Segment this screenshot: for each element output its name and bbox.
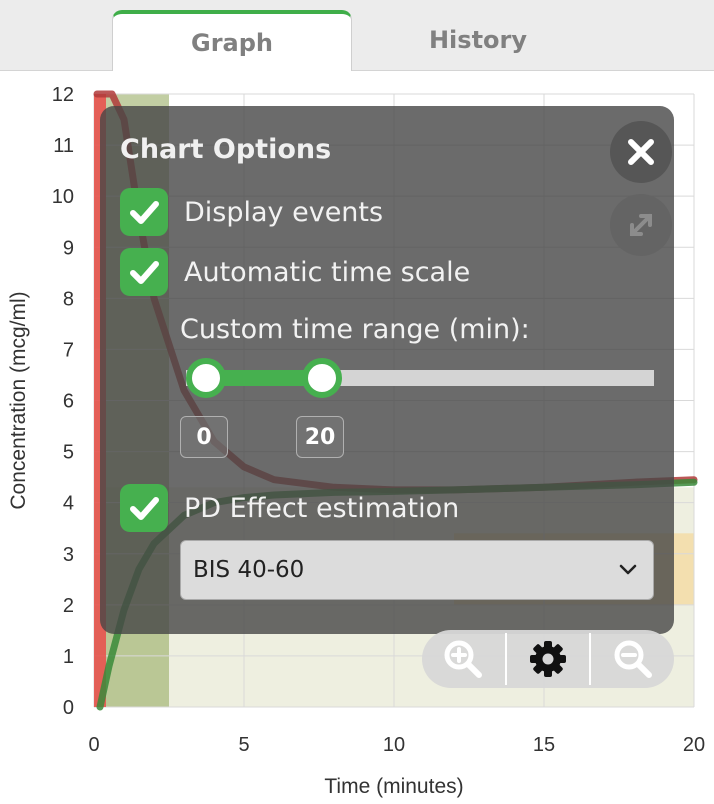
y-tick-label: 9: [63, 237, 74, 259]
y-tick-label: 2: [63, 595, 74, 617]
automatic-time-scale-label: Automatic time scale: [184, 256, 471, 288]
x-tick-label: 15: [533, 734, 555, 756]
checkmark-icon: [130, 261, 159, 284]
x-tick-label: 10: [383, 734, 405, 756]
time-range-min-handle[interactable]: [186, 358, 226, 398]
gear-icon: [530, 641, 566, 677]
chevron-down-icon: [619, 564, 637, 575]
pd-effect-select[interactable]: BIS 40-60: [180, 540, 654, 600]
close-button[interactable]: [610, 121, 672, 183]
zoom-out-button[interactable]: [591, 630, 674, 688]
tab-history[interactable]: History: [428, 26, 528, 54]
y-tick-label: 3: [63, 544, 74, 566]
close-icon: [628, 139, 654, 165]
toolbar-divider: [504, 633, 507, 685]
y-tick-label: 4: [63, 493, 74, 515]
x-axis-title: Time (minutes): [324, 775, 463, 798]
y-tick-label: 11: [53, 135, 74, 157]
y-tick-label: 10: [52, 186, 74, 208]
y-tick-label: 0: [63, 697, 74, 719]
y-axis-title: Concentration (mcg/ml): [7, 291, 30, 509]
expand-icon: [630, 214, 652, 236]
x-tick-label: 20: [683, 734, 705, 756]
y-tick-label: 5: [63, 442, 74, 464]
y-tick-label: 6: [63, 391, 74, 413]
display-events-option[interactable]: Display events: [120, 188, 383, 236]
tab-bar: Graph History: [0, 0, 714, 71]
y-tick-label: 12: [52, 84, 74, 106]
x-tick-label: 0: [88, 734, 99, 756]
zoom-in-icon: [444, 640, 483, 678]
y-tick-label: 8: [63, 288, 74, 310]
chart-options-title: Chart Options: [120, 134, 332, 165]
pd-effect-option[interactable]: PD Effect estimation: [120, 484, 459, 532]
zoom-out-icon: [614, 640, 652, 678]
x-tick-label: 5: [238, 734, 249, 756]
automatic-time-scale-checkbox[interactable]: [120, 248, 168, 296]
pd-effect-select-value: BIS 40-60: [193, 557, 305, 583]
display-events-checkbox[interactable]: [120, 188, 168, 236]
y-tick-label: 1: [63, 646, 74, 668]
chart-toolbar: [422, 630, 674, 688]
pd-effect-label: PD Effect estimation: [184, 492, 460, 524]
pd-effect-checkbox[interactable]: [120, 484, 168, 532]
expand-button[interactable]: [610, 194, 672, 256]
time-range-max-handle[interactable]: [302, 358, 342, 398]
chart-options-panel: Chart Options Display events Automatic t…: [100, 106, 674, 634]
settings-button[interactable]: [507, 630, 590, 688]
y-tick-label: 7: [63, 339, 74, 361]
checkmark-icon: [130, 497, 159, 520]
zoom-in-button[interactable]: [422, 630, 505, 688]
tab-graph[interactable]: Graph: [112, 10, 352, 71]
toolbar-divider: [589, 633, 592, 685]
display-events-label: Display events: [184, 196, 384, 228]
time-range-max-value: 20: [296, 416, 344, 458]
time-range-min-value: 0: [180, 416, 228, 458]
automatic-time-scale-option[interactable]: Automatic time scale: [120, 248, 470, 296]
custom-time-range-label: Custom time range (min):: [180, 314, 530, 345]
time-range-slider-fill: [204, 370, 320, 386]
checkmark-icon: [130, 201, 159, 224]
